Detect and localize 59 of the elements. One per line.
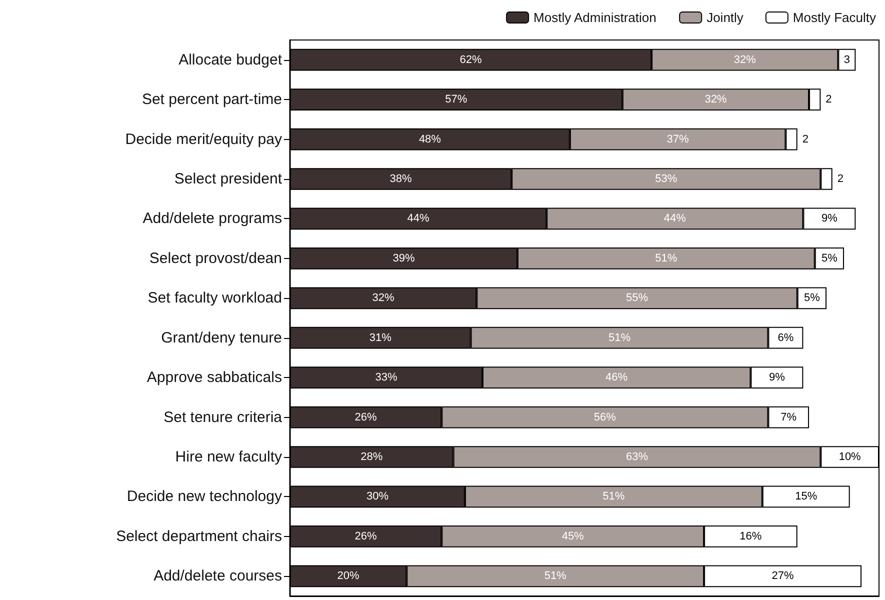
y-tick-label: Select president xyxy=(174,170,283,188)
data-label: 27% xyxy=(772,570,794,582)
data-label: 45% xyxy=(562,530,584,542)
data-label: 32% xyxy=(372,292,395,304)
data-label: 32% xyxy=(704,94,727,106)
data-label: 5% xyxy=(821,252,838,264)
data-label: 9% xyxy=(821,212,838,225)
y-tick-label: Approve sabbaticals xyxy=(146,369,282,386)
data-label: 6% xyxy=(778,332,794,344)
data-label: 2 xyxy=(826,94,832,106)
y-tick-label: Add/delete programs xyxy=(142,210,282,228)
data-label: 26% xyxy=(354,530,378,542)
data-label: 51% xyxy=(544,570,567,582)
data-label: 9% xyxy=(768,372,786,384)
legend-label: Mostly Administration xyxy=(534,10,656,25)
legend-label: Mostly Faculty xyxy=(792,10,876,25)
data-label: 20% xyxy=(337,570,360,582)
y-tick-label: Decide merit/equity pay xyxy=(125,130,282,148)
data-label: 62% xyxy=(460,54,482,66)
data-label: 32% xyxy=(734,54,756,66)
y-tick-label: Hire new faculty xyxy=(175,448,282,466)
data-label: 2 xyxy=(837,173,844,185)
y-tick-label: Select department chairs xyxy=(116,528,282,545)
data-label: 56% xyxy=(594,411,616,424)
data-label: 7% xyxy=(780,411,797,424)
data-label: 38% xyxy=(390,173,412,185)
y-tick-label: Select provost/dean xyxy=(149,250,282,267)
data-label: 51% xyxy=(655,252,678,264)
data-label: 37% xyxy=(666,133,690,146)
data-label: 16% xyxy=(740,530,762,542)
data-label: 15% xyxy=(795,490,818,503)
data-label: 63% xyxy=(626,451,648,463)
y-tick-label: Decide new technology xyxy=(126,488,282,506)
data-label: 51% xyxy=(608,332,631,344)
y-tick-label: Set faculty workload xyxy=(148,290,282,307)
data-label: 10% xyxy=(838,451,862,463)
data-label: 46% xyxy=(606,372,628,384)
data-label: 26% xyxy=(354,411,378,424)
data-label: 44% xyxy=(664,212,686,225)
data-label: 57% xyxy=(445,94,468,106)
data-label: 33% xyxy=(375,372,398,384)
legend-label: Jointly xyxy=(706,10,744,25)
y-tick-label: Allocate budget xyxy=(178,51,283,68)
y-tick-label: Set percent part-time xyxy=(142,91,282,108)
data-label: 30% xyxy=(366,490,389,503)
data-label: 39% xyxy=(392,252,415,264)
data-label: 55% xyxy=(626,292,648,304)
data-label: 31% xyxy=(369,332,392,344)
data-label: 5% xyxy=(804,292,820,304)
y-tick-label: Set tenure criteria xyxy=(164,408,283,426)
data-label: 3 xyxy=(844,54,850,66)
y-tick-label: Grant/deny tenure xyxy=(161,329,282,346)
y-tick-label: Add/delete courses xyxy=(154,568,282,585)
data-label: 53% xyxy=(655,173,678,185)
data-label: 48% xyxy=(418,133,442,146)
data-label: 2 xyxy=(802,133,808,146)
data-label: 44% xyxy=(407,212,430,225)
data-label: 28% xyxy=(360,451,383,463)
data-label: 51% xyxy=(602,490,625,503)
